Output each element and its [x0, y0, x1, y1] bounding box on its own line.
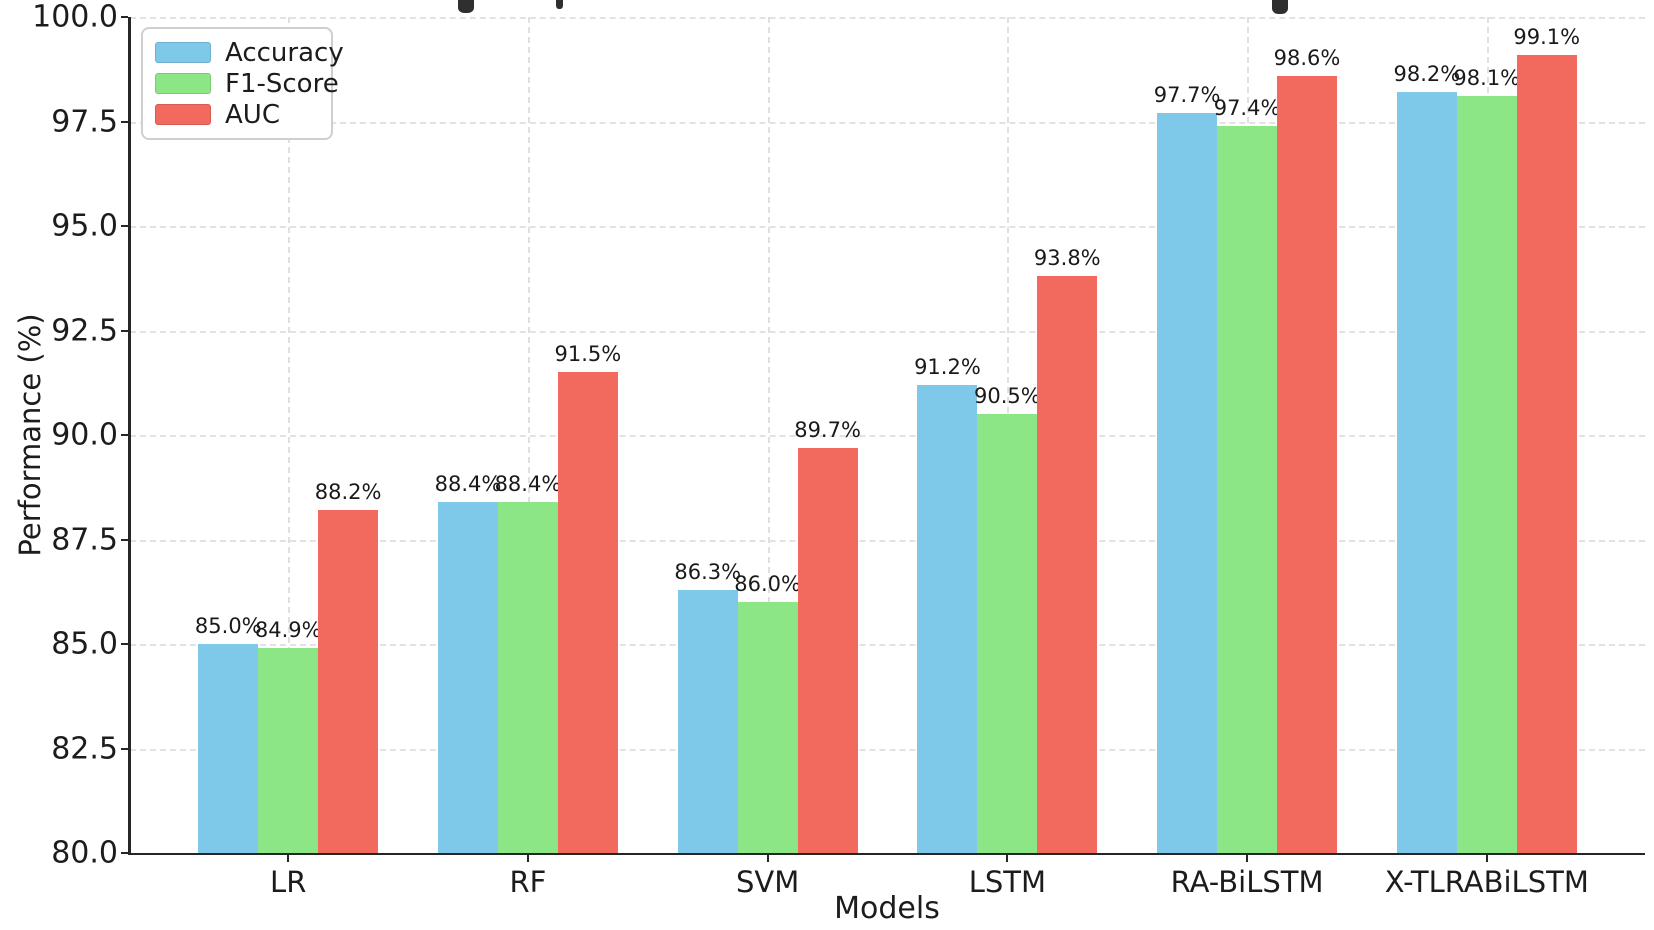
gridline-horizontal: [130, 226, 1645, 228]
bar-value-label: 98.6%: [1273, 45, 1341, 70]
bar-f1-score-X-TLRABiLSTM: [1456, 96, 1517, 853]
bar-auc-X-TLRABiLSTM: [1516, 54, 1577, 853]
y-tick-mark: [121, 434, 128, 436]
y-tick-mark: [121, 538, 128, 541]
legend-swatch-icon: [155, 104, 211, 125]
y-axis-title: Performance (%): [13, 313, 47, 557]
bar-value-label: 89.7%: [794, 417, 861, 442]
x-tick-label: LR: [270, 865, 307, 899]
legend: Accuracy F1-Score AUC: [141, 27, 344, 140]
y-tick-mark: [121, 16, 128, 18]
legend-item-accuracy: Accuracy: [155, 37, 344, 68]
x-tick-mark: [526, 855, 529, 862]
y-tick-label: 80.0: [51, 835, 118, 871]
gridline-horizontal: [130, 330, 1645, 333]
gridline-horizontal: [130, 539, 1645, 542]
bar-value-label: 91.2%: [914, 354, 981, 379]
y-tick-mark: [121, 225, 128, 227]
y-tick-label: 100.0: [32, 0, 118, 35]
y-tick-label: 97.5: [51, 104, 118, 139]
bar-accuracy-SVM: [677, 589, 738, 853]
gridline-horizontal: [130, 435, 1645, 437]
bar-value-label: 90.5%: [973, 384, 1041, 409]
bar-f1-score-LR: [258, 648, 319, 853]
legend-swatch-icon: [155, 42, 211, 63]
x-tick-mark: [287, 855, 290, 862]
y-tick-mark: [121, 747, 128, 750]
y-tick-label: 95.0: [51, 208, 118, 244]
legend-item-f1-score: F1-Score: [155, 68, 339, 99]
x-tick-mark: [1246, 855, 1249, 862]
legend-label: Accuracy: [225, 37, 344, 68]
x-tick-label: SVM: [736, 865, 800, 899]
y-tick-mark: [121, 643, 128, 645]
bar-value-label: 88.2%: [314, 480, 382, 505]
bar-value-label: 93.8%: [1033, 246, 1101, 271]
bar-value-label: 97.4%: [1213, 95, 1281, 120]
y-tick-mark: [121, 120, 128, 123]
bar-value-label: 84.9%: [254, 618, 322, 643]
bar-accuracy-RA-BiLSTM: [1157, 113, 1218, 853]
bar-value-label: 88.4%: [434, 471, 502, 496]
x-tick-mark: [1485, 855, 1488, 862]
y-axis-spine: [128, 17, 131, 855]
x-tick-mark: [1006, 855, 1009, 862]
bar-f1-score-RA-BiLSTM: [1217, 125, 1278, 853]
bar-f1-score-RF: [497, 501, 558, 853]
x-tick-label: RF: [509, 865, 547, 899]
cutoff-title-fragment: [1272, 0, 1288, 14]
y-tick-mark: [121, 852, 128, 854]
bar-f1-score-LSTM: [977, 414, 1038, 853]
bar-accuracy-RF: [438, 501, 498, 853]
bar-auc-RA-BiLSTM: [1277, 75, 1337, 853]
bar-value-label: 98.2%: [1393, 62, 1461, 87]
x-axis-title: Models: [834, 891, 940, 926]
bar-value-label: 97.7%: [1153, 83, 1221, 108]
y-tick-mark: [121, 329, 128, 332]
bar-value-label: 88.4%: [494, 471, 562, 496]
y-tick-label: 90.0: [51, 417, 118, 453]
x-tick-label: X-TLRABiLSTM: [1384, 865, 1589, 899]
gridline-horizontal: [130, 121, 1645, 124]
gridline-horizontal: [130, 748, 1645, 751]
gridline-horizontal: [130, 644, 1645, 646]
y-tick-label: 82.5: [51, 731, 118, 766]
bar-accuracy-LR: [198, 644, 259, 853]
cutoff-title-fragment: [556, 0, 563, 9]
legend-label: F1-Score: [225, 68, 339, 99]
bar-value-label: 91.5%: [554, 342, 622, 367]
bar-value-label: 99.1%: [1513, 24, 1581, 49]
bar-accuracy-LSTM: [917, 384, 978, 853]
bar-accuracy-X-TLRABiLSTM: [1396, 92, 1457, 853]
x-tick-label: RA-BiLSTM: [1170, 865, 1324, 899]
cutoff-title-fragment: [458, 0, 474, 13]
legend-label: AUC: [225, 99, 280, 130]
legend-item-auc: AUC: [155, 99, 319, 130]
bar-auc-RF: [557, 372, 618, 853]
bar-auc-LSTM: [1037, 276, 1098, 853]
bar-auc-SVM: [797, 447, 858, 853]
y-tick-label: 85.0: [51, 626, 118, 662]
bar-value-label: 98.1%: [1453, 66, 1521, 91]
legend-swatch-icon: [155, 73, 211, 94]
bar-value-label: 86.0%: [734, 572, 801, 597]
bar-value-label: 86.3%: [674, 559, 742, 584]
gridline-horizontal: [130, 17, 1645, 19]
y-tick-label: 87.5: [51, 522, 118, 557]
y-tick-label: 92.5: [51, 313, 118, 348]
bar-f1-score-SVM: [737, 602, 798, 853]
x-tick-label: LSTM: [968, 865, 1046, 899]
bar-value-label: 85.0%: [194, 614, 262, 638]
bar-auc-LR: [318, 510, 379, 853]
x-tick-mark: [766, 855, 769, 862]
x-axis-spine: [128, 852, 1645, 855]
